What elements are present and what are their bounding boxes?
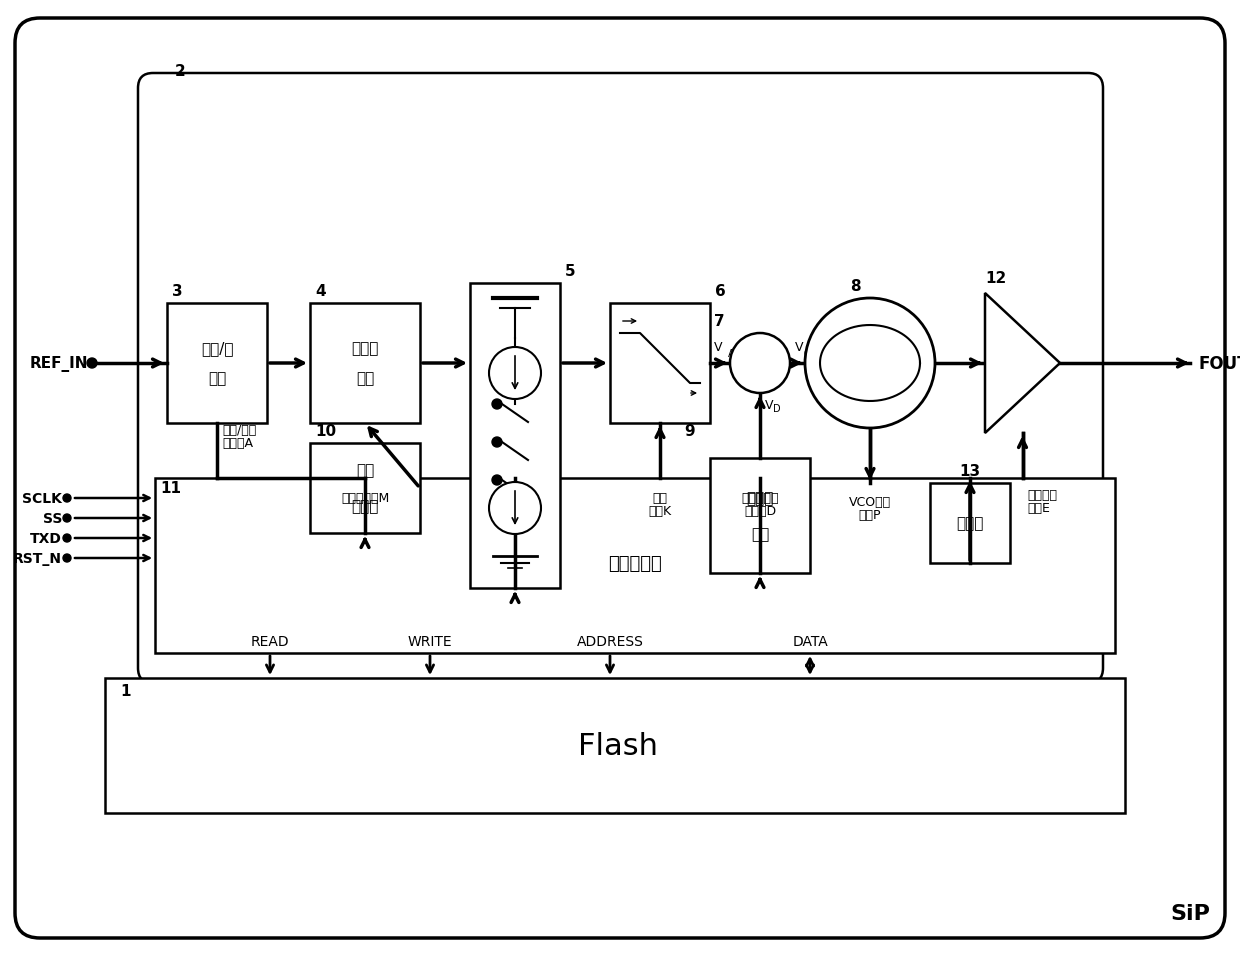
Text: 3: 3 xyxy=(172,284,182,298)
Circle shape xyxy=(489,348,541,399)
Text: 配置K: 配置K xyxy=(649,504,672,517)
Text: 倍频/分: 倍频/分 xyxy=(201,341,233,356)
Text: 换器: 换器 xyxy=(751,526,769,541)
Text: 计数器: 计数器 xyxy=(956,516,983,531)
Text: REF_IN: REF_IN xyxy=(30,355,88,372)
Circle shape xyxy=(63,535,71,542)
Text: 比控制A: 比控制A xyxy=(222,436,253,450)
Text: 4: 4 xyxy=(315,284,326,298)
Text: 12: 12 xyxy=(985,271,1006,286)
Bar xyxy=(167,304,267,423)
Text: TXD: TXD xyxy=(30,532,62,545)
Text: C: C xyxy=(804,349,810,358)
Text: 控制P: 控制P xyxy=(859,509,882,521)
Text: 9: 9 xyxy=(684,423,694,438)
Bar xyxy=(105,679,1125,813)
Text: 6: 6 xyxy=(715,284,725,298)
Circle shape xyxy=(492,399,502,410)
Text: 13: 13 xyxy=(960,463,981,478)
Text: 8: 8 xyxy=(849,278,861,294)
Text: 2: 2 xyxy=(175,64,186,79)
Circle shape xyxy=(492,437,502,448)
Text: 输出功率: 输出功率 xyxy=(1028,489,1058,501)
Text: 分频器: 分频器 xyxy=(351,499,378,514)
Text: 5: 5 xyxy=(565,264,575,278)
Text: 多模: 多模 xyxy=(356,463,374,478)
Text: 出控制D: 出控制D xyxy=(744,504,776,517)
Text: 倍频/分频: 倍频/分频 xyxy=(222,423,257,436)
Circle shape xyxy=(87,358,97,369)
Circle shape xyxy=(489,482,541,535)
Polygon shape xyxy=(985,294,1060,434)
Text: 10: 10 xyxy=(315,423,336,438)
Bar xyxy=(470,284,560,588)
Text: 数字处理器: 数字处理器 xyxy=(608,555,662,573)
Text: 1: 1 xyxy=(120,683,130,699)
Text: 分频比控制M: 分频比控制M xyxy=(341,492,389,504)
Text: SCLK: SCLK xyxy=(22,492,62,505)
Bar xyxy=(310,304,420,423)
Text: V: V xyxy=(765,398,774,412)
Text: 鉴频鉴: 鉴频鉴 xyxy=(351,341,378,356)
Text: FOUT: FOUT xyxy=(1198,355,1240,373)
FancyBboxPatch shape xyxy=(15,19,1225,938)
Circle shape xyxy=(805,298,935,429)
Bar xyxy=(930,483,1011,563)
Text: D: D xyxy=(773,403,781,414)
Text: WRITE: WRITE xyxy=(408,635,453,648)
Circle shape xyxy=(63,495,71,502)
Text: 流控制C: 流控制C xyxy=(500,504,531,517)
Text: 充/放电电: 充/放电电 xyxy=(498,492,532,504)
Text: 数模转换输: 数模转换输 xyxy=(742,492,779,504)
Circle shape xyxy=(492,476,502,485)
Text: 相器: 相器 xyxy=(356,371,374,386)
Text: V: V xyxy=(713,340,722,354)
Text: 频器: 频器 xyxy=(208,371,226,386)
Text: SiP: SiP xyxy=(1171,903,1210,923)
FancyBboxPatch shape xyxy=(138,74,1104,683)
Text: Flash: Flash xyxy=(578,732,658,760)
Bar xyxy=(711,458,810,574)
Text: ADDRESS: ADDRESS xyxy=(577,635,644,648)
Text: DATA: DATA xyxy=(792,635,828,648)
Bar xyxy=(610,304,711,423)
Text: +: + xyxy=(751,355,769,374)
Circle shape xyxy=(63,555,71,562)
Text: A: A xyxy=(728,349,734,358)
Text: 数模转: 数模转 xyxy=(746,491,774,505)
Text: READ: READ xyxy=(250,635,289,648)
Bar xyxy=(155,478,1115,654)
Text: SS: SS xyxy=(42,512,62,525)
Text: V: V xyxy=(795,340,804,354)
Text: RST_N: RST_N xyxy=(12,552,62,565)
Text: 控制E: 控制E xyxy=(1028,501,1050,515)
Text: 7: 7 xyxy=(714,314,725,329)
Text: VCO频率: VCO频率 xyxy=(849,496,892,509)
Text: 参数: 参数 xyxy=(652,492,667,504)
Circle shape xyxy=(63,515,71,522)
Circle shape xyxy=(730,334,790,394)
Text: 11: 11 xyxy=(160,480,181,496)
Bar xyxy=(310,443,420,534)
